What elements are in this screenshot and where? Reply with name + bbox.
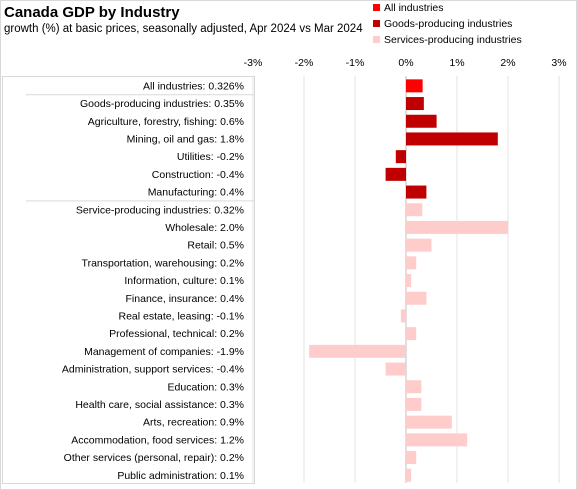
category-label: Utilities: -0.2%	[177, 151, 244, 163]
category-label: Service-producing industries: 0.32%	[76, 204, 244, 216]
x-tick-label: 3%	[551, 57, 566, 69]
category-label: Management of companies: -1.9%	[84, 346, 244, 358]
bar	[406, 203, 423, 217]
bar	[406, 415, 452, 429]
bar	[406, 79, 423, 93]
category-label: Other services (personal, repair): 0.2%	[64, 452, 244, 464]
category-label: Finance, insurance: 0.4%	[126, 293, 244, 305]
legend-swatch-1	[373, 20, 380, 27]
bar	[406, 220, 508, 234]
bar	[406, 114, 437, 128]
bar	[406, 380, 422, 394]
label-box	[2, 76, 255, 484]
category-label: Education: 0.3%	[168, 381, 244, 393]
category-label: Mining, oil and gas: 1.8%	[127, 133, 244, 145]
category-label-area	[2, 76, 255, 484]
category-label: Professional, technical: 0.2%	[109, 328, 244, 340]
category-label: Arts, recreation: 0.9%	[143, 417, 244, 429]
bar	[406, 185, 427, 199]
x-tick-label: -1%	[346, 57, 365, 69]
category-label: Health care, social assistance: 0.3%	[75, 399, 244, 411]
x-tick-label: 2%	[500, 57, 515, 69]
category-label: Accommodation, food services: 1.2%	[71, 434, 244, 446]
bar	[406, 256, 417, 270]
x-tick-label: 1%	[449, 57, 464, 69]
category-label: Administration, support services: -0.4%	[62, 364, 244, 376]
legend-label-2: Services-producing industries	[384, 34, 522, 46]
category-label: Transportation, warehousing: 0.2%	[82, 257, 244, 269]
bar	[406, 433, 468, 447]
bar	[406, 238, 432, 252]
bar	[400, 309, 406, 323]
bar	[406, 451, 417, 465]
bar	[309, 344, 406, 358]
bar	[406, 468, 412, 482]
bar	[406, 274, 412, 288]
category-label: Wholesale: 2.0%	[165, 222, 244, 234]
category-labels: All industries: 0.326% Goods-producing in…	[62, 80, 244, 481]
chart-title: Canada GDP by Industry	[4, 4, 180, 21]
legend-label-0: All industries	[384, 2, 444, 14]
category-label: Public administration: 0.1%	[117, 470, 244, 482]
x-tick-label: 0%	[398, 57, 413, 69]
category-label: Information, culture: 0.1%	[124, 275, 244, 287]
bar	[406, 327, 417, 341]
bar	[406, 397, 422, 411]
legend-swatch-2	[373, 36, 380, 43]
bar	[385, 167, 406, 181]
bar	[385, 362, 406, 376]
category-label: Goods-producing industries: 0.35%	[80, 98, 244, 110]
category-label: Construction: -0.4%	[152, 169, 244, 181]
chart-subtitle: growth (%) at basic prices, seasonally a…	[4, 23, 363, 35]
x-tick-label: -3%	[244, 57, 263, 69]
category-label: All industries: 0.326%	[143, 80, 244, 92]
legend-label-1: Goods-producing industries	[384, 18, 512, 30]
category-label: Agriculture, forestry, fishing: 0.6%	[88, 116, 244, 128]
bars	[309, 79, 508, 482]
bar	[406, 132, 498, 146]
legend-swatch-0	[373, 4, 380, 11]
x-tick-label: -2%	[295, 57, 314, 69]
bar	[395, 150, 406, 164]
category-label: Manufacturing: 0.4%	[148, 187, 244, 199]
category-label: Real estate, leasing: -0.1%	[119, 310, 245, 322]
bar	[406, 97, 424, 111]
category-label: Retail: 0.5%	[187, 240, 244, 252]
x-axis-ticks: -3% -2% -1% 0% 1% 2% 3%	[244, 57, 567, 69]
legend: All industries Goods-producing industries…	[373, 2, 522, 46]
bar	[406, 291, 427, 305]
